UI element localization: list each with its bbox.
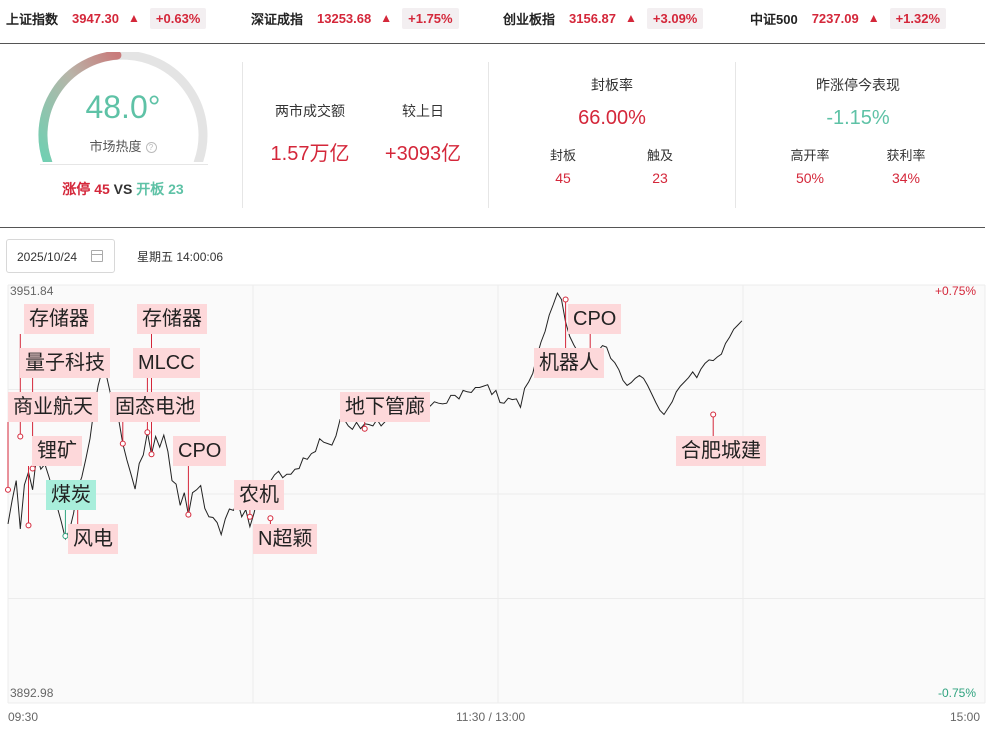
- marker-dot: [5, 486, 11, 493]
- yesterday-limit-title: 昨涨停今表现: [816, 77, 900, 93]
- seal-rate-value: 66.00%: [578, 107, 646, 129]
- change-value: +3093亿: [384, 143, 462, 165]
- ticker-price: 7237.09: [811, 10, 859, 26]
- ticker-price: 3156.87: [569, 10, 617, 26]
- x-label-midday: 11:30 / 13:00: [456, 710, 526, 724]
- up-arrow-icon: ▲: [867, 11, 880, 25]
- sector-tag[interactable]: CPO: [568, 304, 622, 334]
- sector-tag[interactable]: 存储器: [137, 304, 207, 334]
- sector-tag[interactable]: 农机: [234, 480, 284, 510]
- divider: [735, 62, 736, 208]
- sector-tag[interactable]: 机器人: [534, 348, 604, 378]
- ticker-price: 13253.68: [317, 10, 372, 26]
- sealed-count: 45: [555, 170, 571, 186]
- high-open-value: 50%: [795, 170, 825, 186]
- ticker-change-badge: +1.75%: [402, 7, 459, 29]
- index-ticker-bar: 上证指数 3947.30 ▲ +0.63% 深证成指 13253.68 ▲ +1…: [0, 0, 993, 38]
- sector-tag[interactable]: 商业航天: [8, 392, 98, 422]
- sector-tag[interactable]: N超颖: [253, 524, 318, 554]
- heat-label: 市场热度?: [30, 136, 216, 155]
- yesterday-limit-value: -1.15%: [826, 107, 890, 129]
- ticker-item-csi500[interactable]: 中证500 7237.09 ▲ +1.32%: [750, 6, 947, 30]
- marker-dot: [144, 429, 151, 436]
- ticker-price: 3947.30: [72, 10, 120, 26]
- change-label: 较上日: [402, 103, 444, 119]
- marker-dot: [562, 296, 569, 303]
- ticker-change-badge: +0.63%: [149, 7, 207, 29]
- sector-tag[interactable]: 量子科技: [20, 348, 110, 378]
- open-count: 23: [168, 181, 184, 197]
- seal-rate-title: 封板率: [591, 77, 633, 93]
- info-icon[interactable]: ?: [145, 142, 157, 153]
- marker-dot: [25, 522, 32, 529]
- sector-tag[interactable]: 锂矿: [32, 436, 82, 466]
- marker-dot: [361, 425, 368, 432]
- sector-tag[interactable]: 存储器: [24, 304, 94, 334]
- y-bottom-label: 3892.98: [10, 686, 54, 700]
- date-value: 2025/10/24: [17, 250, 78, 264]
- ticker-item-sse[interactable]: 上证指数 3947.30 ▲ +0.63%: [6, 6, 207, 30]
- marker-dot: [29, 465, 36, 472]
- turnover-label: 两市成交额: [275, 103, 345, 119]
- marker-dot: [148, 451, 155, 458]
- marker-dot: [710, 411, 717, 418]
- market-heat-gauge: 48.0° 市场热度? 涨停 45 VS 开板 23: [30, 52, 216, 202]
- sector-tag[interactable]: 固态电池: [110, 392, 200, 422]
- x-label-open: 09:30: [8, 710, 39, 724]
- profit-rate-value: 34%: [891, 170, 921, 186]
- sealed-label: 封板: [549, 148, 576, 163]
- limit-up-count: 45: [94, 181, 110, 197]
- heat-value: 48.0°: [85, 89, 161, 125]
- marker-dot: [267, 515, 274, 522]
- sector-tag[interactable]: 风电: [68, 524, 118, 554]
- ticker-item-chinext[interactable]: 创业板指 3156.87 ▲ +3.09%: [503, 6, 704, 30]
- sector-tag[interactable]: 合肥城建: [676, 436, 766, 466]
- limit-up-label: 涨停: [62, 181, 91, 197]
- high-open-label: 高开率: [790, 148, 830, 163]
- divider: [242, 62, 243, 208]
- ticker-name: 深证成指: [251, 11, 304, 27]
- touched-count: 23: [652, 170, 668, 186]
- marker-dot: [62, 532, 69, 539]
- calendar-icon[interactable]: [91, 250, 103, 262]
- up-arrow-icon: ▲: [380, 11, 393, 25]
- open-label: 开板: [136, 181, 165, 197]
- profit-rate-label: 获利率: [886, 148, 926, 163]
- limit-up-vs-open: 涨停 45 VS 开板 23: [30, 179, 216, 199]
- divider: [0, 43, 985, 44]
- ticker-item-szse[interactable]: 深证成指 13253.68 ▲ +1.75%: [251, 6, 459, 30]
- up-arrow-icon: ▲: [625, 11, 637, 25]
- touched-label: 触及: [646, 148, 673, 163]
- ticker-name: 创业板指: [503, 11, 556, 27]
- divider: [488, 62, 489, 208]
- marker-dot: [17, 433, 24, 440]
- up-arrow-icon: ▲: [128, 11, 140, 25]
- intraday-chart[interactable]: 3951.84 3892.98 +0.75% -0.75% 09:30 11:3…: [0, 282, 993, 730]
- sector-tag[interactable]: 地下管廊: [340, 392, 430, 422]
- x-label-close: 15:00: [950, 710, 981, 724]
- divider: [40, 164, 208, 165]
- sector-tag[interactable]: 煤炭: [46, 480, 96, 510]
- gauge-arc: [38, 52, 208, 162]
- ticker-name: 中证500: [750, 11, 798, 27]
- price-line: [7, 291, 743, 541]
- marker-dot: [246, 513, 253, 520]
- y-top-label: 3951.84: [10, 284, 54, 298]
- turnover-value: 1.57万亿: [270, 143, 350, 165]
- pct-top-label: +0.75%: [935, 284, 977, 298]
- ticker-change-badge: +3.09%: [646, 7, 704, 29]
- sector-tag[interactable]: CPO: [173, 436, 227, 466]
- divider: [0, 227, 985, 228]
- heat-label-text: 市场热度: [89, 139, 142, 154]
- pct-bottom-label: -0.75%: [938, 686, 977, 700]
- marker-dot: [185, 511, 192, 518]
- weekday-time: 星期五 14:00:06: [137, 250, 224, 264]
- date-picker[interactable]: 2025/10/24: [6, 239, 115, 273]
- ticker-name: 上证指数: [6, 11, 59, 27]
- marker-dot: [119, 440, 126, 447]
- sector-tag[interactable]: MLCC: [133, 348, 200, 378]
- ticker-change-badge: +1.32%: [889, 7, 947, 29]
- vs-label: VS: [113, 181, 133, 197]
